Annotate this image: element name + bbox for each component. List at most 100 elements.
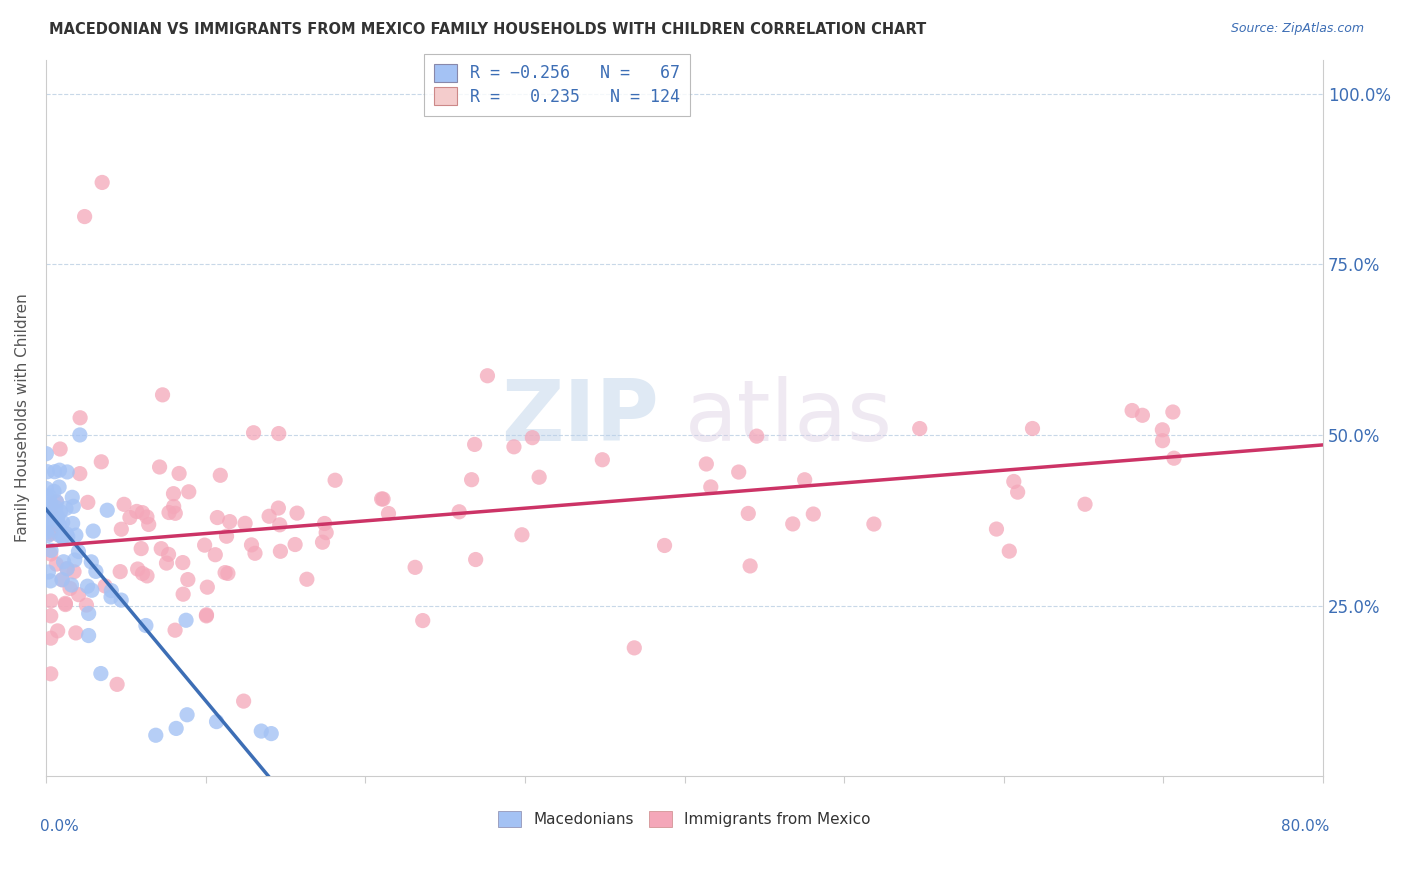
Point <box>1152 423 1174 437</box>
Point <box>45 494 67 508</box>
Point <box>39 631 62 645</box>
Point <box>51 573 73 587</box>
Point <box>46 514 69 528</box>
Point <box>69 428 91 442</box>
Point <box>39 496 62 510</box>
Point <box>44 500 66 515</box>
Point <box>60 578 83 592</box>
Point <box>52 531 75 545</box>
Point <box>214 566 236 580</box>
Point <box>218 515 240 529</box>
Point <box>75 598 97 612</box>
Point <box>67 588 90 602</box>
Point <box>782 516 804 531</box>
Point <box>314 516 336 531</box>
Point <box>260 726 283 740</box>
Point <box>172 556 194 570</box>
Point <box>35 525 58 540</box>
Point <box>477 368 499 383</box>
Point <box>267 426 290 441</box>
Point <box>108 565 131 579</box>
Text: 0.0%: 0.0% <box>39 819 79 834</box>
Point <box>1002 475 1025 489</box>
Point <box>39 527 62 541</box>
Point <box>110 522 132 536</box>
Point <box>35 514 58 528</box>
Point <box>63 553 86 567</box>
Point <box>311 535 333 549</box>
Text: atlas: atlas <box>685 376 893 459</box>
Point <box>269 517 291 532</box>
Point <box>195 580 218 594</box>
Point <box>39 594 62 608</box>
Point <box>295 572 318 586</box>
Point <box>37 465 59 479</box>
Point <box>162 486 184 500</box>
Point <box>49 505 72 519</box>
Point <box>38 501 60 516</box>
Point <box>48 463 70 477</box>
Point <box>56 530 79 544</box>
Point <box>55 598 77 612</box>
Point <box>69 467 91 481</box>
Point <box>165 623 187 637</box>
Point <box>37 509 59 524</box>
Point <box>740 558 762 573</box>
Point <box>131 506 153 520</box>
Point <box>77 628 100 642</box>
Point <box>48 480 70 494</box>
Point <box>55 527 77 541</box>
Point <box>35 482 58 496</box>
Point <box>177 484 200 499</box>
Text: MACEDONIAN VS IMMIGRANTS FROM MEXICO FAMILY HOUSEHOLDS WITH CHILDREN CORRELATION: MACEDONIAN VS IMMIGRANTS FROM MEXICO FAM… <box>49 22 927 37</box>
Point <box>998 544 1021 558</box>
Point <box>51 573 73 587</box>
Point <box>700 480 723 494</box>
Point <box>745 429 768 443</box>
Point <box>65 528 87 542</box>
Point <box>177 573 200 587</box>
Point <box>49 442 72 456</box>
Point <box>100 583 122 598</box>
Point <box>39 505 62 519</box>
Point <box>207 510 229 524</box>
Point <box>863 516 886 531</box>
Point <box>1007 485 1029 500</box>
Point <box>315 525 337 540</box>
Point <box>232 694 254 708</box>
Point <box>94 579 117 593</box>
Point <box>371 491 394 506</box>
Point <box>195 607 218 622</box>
Point <box>91 176 114 190</box>
Point <box>46 509 69 524</box>
Point <box>67 544 90 558</box>
Point <box>510 528 533 542</box>
Point <box>370 491 392 506</box>
Point <box>727 465 749 479</box>
Text: Source: ZipAtlas.com: Source: ZipAtlas.com <box>1230 22 1364 36</box>
Point <box>503 440 526 454</box>
Point <box>42 484 65 499</box>
Point <box>215 529 238 543</box>
Point <box>96 503 118 517</box>
Point <box>257 509 280 524</box>
Point <box>737 507 759 521</box>
Point <box>73 210 96 224</box>
Point <box>1121 403 1143 417</box>
Point <box>464 552 486 566</box>
Point <box>35 447 58 461</box>
Point <box>76 495 98 509</box>
Point <box>42 503 65 517</box>
Point <box>90 666 112 681</box>
Point <box>46 624 69 638</box>
Point <box>38 492 60 507</box>
Point <box>242 425 264 440</box>
Point <box>77 607 100 621</box>
Point <box>267 501 290 516</box>
Point <box>48 528 70 542</box>
Point <box>1132 409 1154 423</box>
Point <box>100 590 122 604</box>
Point <box>695 457 717 471</box>
Point <box>460 473 482 487</box>
Point <box>195 608 218 623</box>
